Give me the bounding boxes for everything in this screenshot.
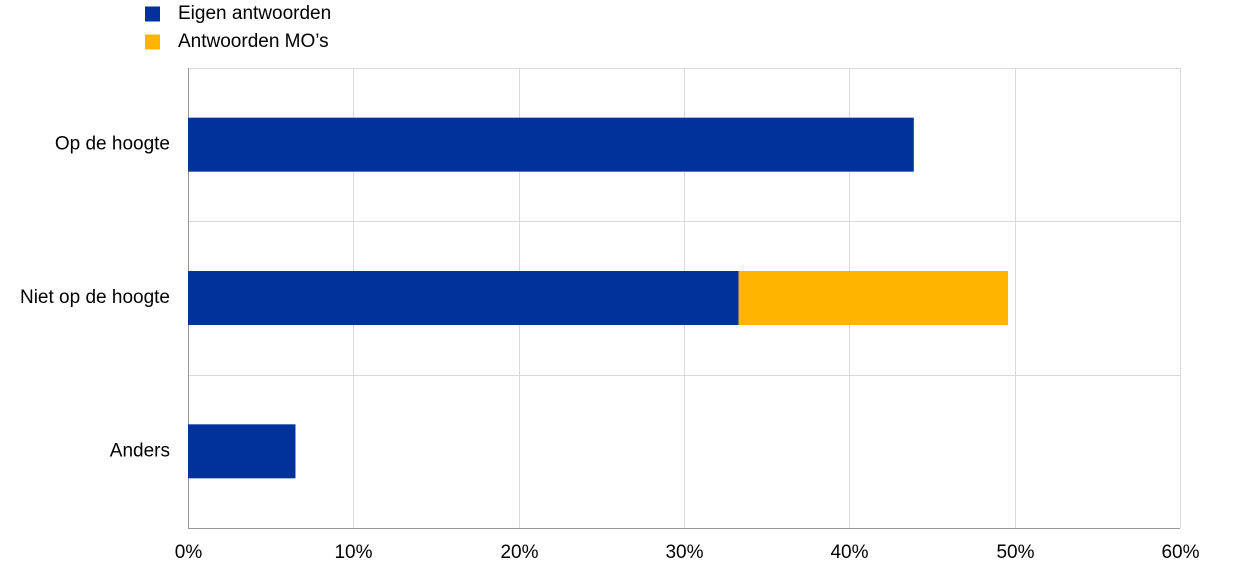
legend-swatch bbox=[145, 6, 160, 22]
bar bbox=[188, 271, 739, 325]
x-tick-label: 0% bbox=[175, 542, 203, 563]
legend-label: Antwoorden MO’s bbox=[178, 31, 329, 52]
x-tick-label: 50% bbox=[996, 542, 1034, 563]
x-tick-label: 10% bbox=[334, 542, 372, 563]
y-tick-label: Op de hoogte bbox=[55, 134, 170, 155]
bar bbox=[188, 424, 296, 479]
bar bbox=[188, 117, 914, 172]
x-tick-label: 60% bbox=[1161, 542, 1199, 563]
x-tick-label: 30% bbox=[665, 542, 703, 563]
y-tick-label: Anders bbox=[110, 440, 170, 461]
legend-label: Eigen antwoorden bbox=[178, 3, 331, 24]
x-tick-label: 40% bbox=[830, 542, 868, 563]
bar bbox=[738, 271, 1009, 325]
x-tick-label: 20% bbox=[500, 542, 538, 563]
y-tick-label: Niet op de hoogte bbox=[20, 287, 170, 308]
legend-swatch bbox=[145, 34, 160, 50]
